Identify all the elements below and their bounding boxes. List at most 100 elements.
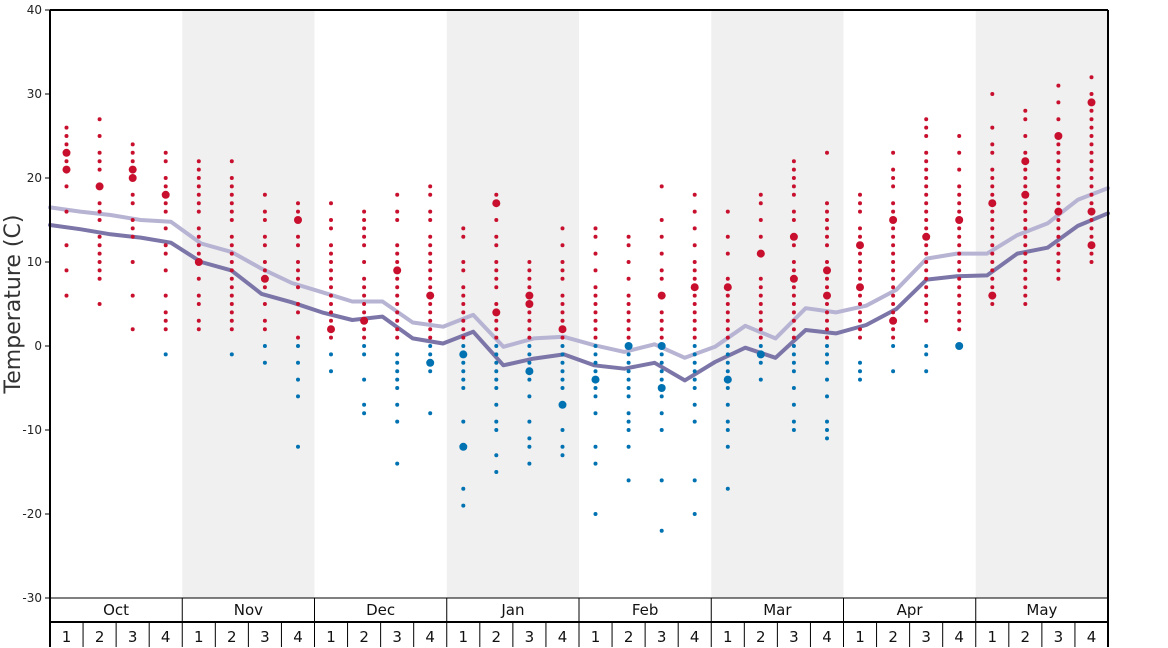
temperature-dot [560, 335, 565, 340]
temperature-dot [527, 327, 532, 332]
temperature-dot [1089, 234, 1094, 239]
y-tick-label: 10 [27, 255, 42, 269]
temperature-dot [725, 302, 730, 306]
temperature-dot [659, 528, 664, 533]
temperature-dot [527, 276, 532, 281]
week-label: 3 [392, 628, 402, 646]
temperature-dot [97, 302, 102, 306]
temperature-dot [825, 201, 829, 206]
temperature-dot [891, 150, 896, 155]
temperature-dot [858, 226, 862, 231]
temperature-dot [791, 260, 796, 264]
temperature-dot [64, 243, 69, 248]
temperature-dot [725, 293, 730, 298]
temperature-dot [825, 394, 829, 399]
temperature-dot [692, 310, 697, 315]
temperature-dot [825, 360, 829, 365]
temperature-dot [163, 226, 168, 231]
temperature-dot [858, 310, 862, 315]
temperature-dot [229, 159, 234, 164]
y-tick-label: 30 [27, 87, 42, 101]
temperature-dot-frequent [657, 384, 666, 392]
temperature-dot [1056, 117, 1061, 122]
temperature-dot [725, 251, 730, 256]
temperature-dot-frequent [955, 342, 964, 350]
temperature-dot [891, 226, 896, 231]
temperature-dot [1023, 108, 1028, 113]
temperature-dot [329, 352, 333, 357]
temperature-dot [659, 276, 664, 281]
temperature-dot [461, 310, 466, 315]
temperature-dot [1089, 150, 1094, 155]
temperature-dot [560, 377, 565, 382]
temperature-dot [858, 360, 862, 365]
temperature-dot [891, 260, 896, 264]
temperature-dot [229, 276, 234, 281]
temperature-dot [196, 226, 201, 231]
temperature-dot [791, 318, 796, 323]
week-label: 3 [128, 628, 138, 646]
temperature-dot [560, 369, 565, 374]
temperature-dot [560, 444, 565, 449]
temperature-dot [593, 369, 598, 374]
temperature-dot [858, 377, 862, 382]
temperature-dot [97, 134, 102, 138]
temperature-dot [64, 209, 69, 214]
temperature-dot [725, 419, 730, 424]
temperature-dot [725, 335, 730, 340]
temperature-dot [891, 335, 896, 340]
temperature-dot [296, 285, 300, 290]
temperature-dot [262, 327, 267, 332]
temperature-dot [229, 234, 234, 239]
temperature-dot [924, 117, 929, 122]
temperature-dots [62, 75, 1096, 533]
temperature-dot [593, 335, 598, 340]
temperature-dot [990, 218, 995, 222]
temperature-dot [494, 352, 499, 357]
temperature-dot [593, 234, 598, 239]
temperature-dot [262, 260, 267, 264]
temperature-dot [825, 218, 829, 222]
temperature-dot [1023, 251, 1028, 256]
temperature-dot [626, 377, 631, 382]
temperature-dot-frequent [823, 266, 831, 275]
temperature-dot [791, 243, 796, 248]
temperature-dot [725, 369, 730, 374]
temperature-dot [527, 360, 532, 365]
temperature-dot [990, 184, 995, 189]
temperature-dot [725, 234, 730, 239]
temperature-dot [692, 293, 697, 298]
temperature-dot-frequent [922, 232, 931, 241]
temperature-dot [494, 327, 499, 332]
temperature-dot-frequent [756, 350, 765, 359]
temperature-dot [395, 318, 400, 323]
temperature-dot [461, 486, 466, 491]
week-label: 1 [988, 628, 998, 646]
week-label: 2 [227, 628, 237, 646]
temperature-dot [990, 251, 995, 256]
temperature-dot [593, 318, 598, 323]
temperature-dot [825, 234, 829, 239]
temperature-dot [527, 444, 532, 449]
temperature-dot [229, 201, 234, 206]
temperature-dot [957, 209, 962, 214]
temperature-dot [725, 444, 730, 449]
temperature-dot-frequent [955, 216, 964, 224]
week-label: 4 [1087, 628, 1097, 646]
temperature-dot-frequent [558, 400, 567, 409]
temperature-dot [362, 276, 367, 281]
temperature-dot [329, 369, 333, 374]
temperature-dot [428, 218, 433, 222]
temperature-dot [527, 344, 532, 348]
temperature-dot [296, 209, 300, 214]
temperature-dot [97, 243, 102, 248]
temperature-dot [130, 192, 135, 197]
temperature-dot [428, 352, 433, 357]
temperature-dot [461, 386, 466, 390]
temperature-dot [891, 209, 896, 214]
temperature-dot-frequent [1087, 98, 1096, 107]
temperature-dot [527, 352, 532, 357]
temperature-dot [924, 209, 929, 214]
temperature-dot [229, 268, 234, 273]
temperature-dot [957, 243, 962, 248]
